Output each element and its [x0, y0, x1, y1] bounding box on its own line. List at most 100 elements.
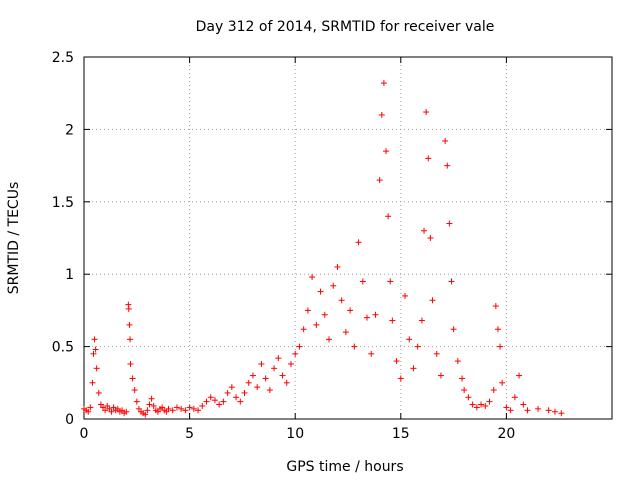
y-tick-label: 2 [65, 122, 74, 138]
x-tick-label: 5 [185, 426, 194, 442]
data-point [279, 372, 286, 379]
data-point [402, 292, 409, 299]
x-tick-label: 10 [286, 426, 304, 442]
data-point [241, 389, 248, 396]
data-point [380, 80, 387, 87]
data-point [378, 111, 385, 118]
data-point [190, 405, 197, 412]
data-point [351, 343, 358, 350]
data-point [342, 329, 349, 336]
y-tick-label: 1.5 [52, 195, 74, 211]
data-point [144, 407, 151, 414]
data-point [383, 148, 390, 155]
plot-frame [83, 56, 613, 420]
data-point [182, 407, 189, 414]
data-point [459, 375, 466, 382]
data-point [437, 372, 444, 379]
data-point [224, 389, 231, 396]
data-point [127, 360, 134, 367]
data-point [516, 372, 523, 379]
data-point [368, 350, 375, 357]
x-tick-label: 20 [497, 426, 515, 442]
data-point [245, 379, 252, 386]
data-point [91, 336, 98, 343]
data-point [520, 401, 527, 408]
data-point [334, 263, 341, 270]
data-point [469, 401, 476, 408]
data-point [494, 326, 501, 333]
data-point [150, 402, 157, 409]
data-point [178, 405, 185, 412]
data-point [254, 384, 261, 391]
data-point [473, 404, 480, 411]
data-point [300, 326, 307, 333]
data-point [359, 278, 366, 285]
data-point [410, 365, 417, 372]
data-point [292, 350, 299, 357]
data-point [551, 408, 558, 415]
data-point [423, 109, 430, 116]
data-point [478, 401, 485, 408]
data-point [433, 350, 440, 357]
data-point [421, 227, 428, 234]
data-point [95, 389, 102, 396]
data-point [271, 365, 278, 372]
data-point [427, 235, 434, 241]
data-point [461, 387, 468, 394]
y-axis-label: SRMTID / TECUs [6, 182, 22, 295]
data-point [142, 411, 149, 418]
axis-ticks: 0 5 10 15 20 0 0.5 1 1.5 2 2.5 [52, 50, 612, 442]
data-point [482, 402, 489, 409]
x-tick-label: 15 [392, 426, 410, 442]
data-point [129, 375, 136, 382]
data-point [87, 404, 94, 411]
data-point [450, 326, 457, 333]
data-point [545, 407, 552, 414]
data-point [262, 375, 269, 382]
data-point [133, 398, 140, 405]
data-point [123, 408, 130, 415]
data-point [448, 278, 455, 285]
data-point [364, 314, 371, 321]
y-tick-label: 0.5 [52, 340, 74, 356]
data-point [127, 336, 134, 343]
data-point [309, 274, 316, 281]
y-tick-label: 2.5 [52, 50, 74, 66]
data-point [266, 387, 273, 394]
y-tick-label: 1 [65, 267, 74, 283]
data-point [387, 278, 394, 285]
data-point [233, 394, 240, 401]
data-point [220, 398, 227, 405]
y-tick-label: 0 [65, 412, 74, 428]
data-point [165, 405, 172, 412]
data-point [425, 155, 432, 162]
data-point [203, 398, 210, 405]
data-point [296, 343, 303, 350]
data-point [465, 394, 472, 401]
data-point [355, 239, 362, 246]
data-point [558, 410, 565, 417]
data-point [102, 407, 109, 414]
data-point [524, 407, 531, 414]
data-point [199, 402, 206, 409]
data-point [169, 407, 176, 414]
data-point [389, 317, 396, 324]
data-point [418, 317, 425, 324]
data-point [85, 408, 92, 415]
data-point [347, 307, 354, 314]
data-point [207, 394, 214, 401]
data-point [507, 407, 514, 414]
data-point [406, 336, 413, 343]
data-point [258, 360, 265, 367]
data-point [131, 387, 138, 394]
data-point [211, 397, 218, 404]
data-point [186, 404, 193, 411]
data-point [442, 137, 449, 144]
data-point [325, 336, 332, 343]
data-point [317, 288, 324, 295]
data-point [304, 307, 311, 314]
x-axis-label: GPS time / hours [286, 459, 403, 475]
data-point [148, 395, 155, 402]
data-point [338, 297, 345, 304]
data-point [497, 343, 504, 350]
